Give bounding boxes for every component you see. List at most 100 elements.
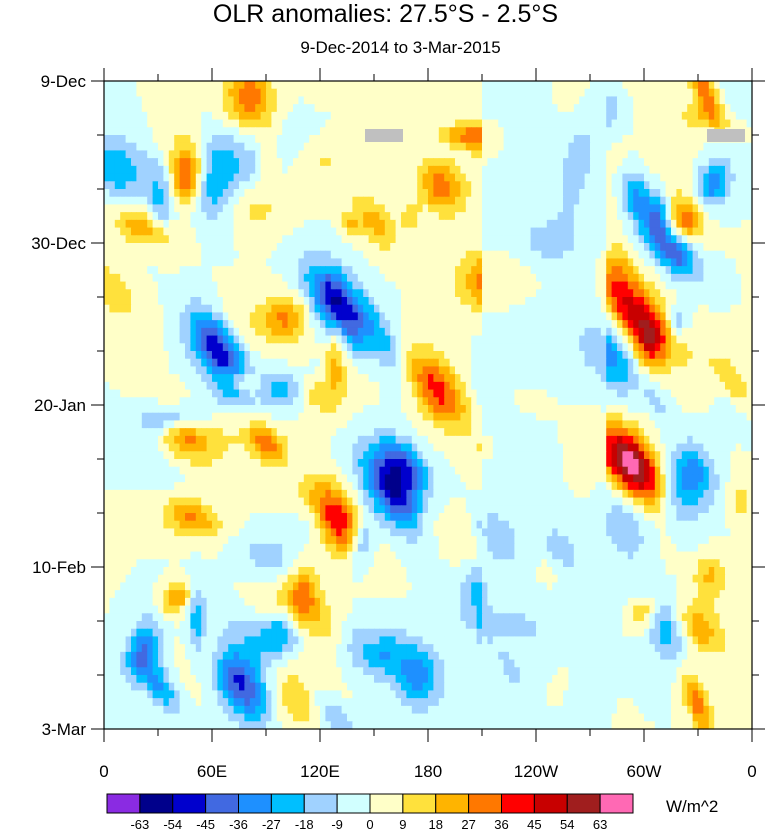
heatmap-cell — [260, 358, 267, 368]
heatmap-cell — [590, 320, 596, 329]
heatmap-cell — [363, 374, 370, 383]
heatmap-cell — [422, 250, 429, 260]
heatmap-cell — [465, 212, 472, 221]
heatmap-cell — [212, 119, 218, 128]
heatmap-cell — [681, 204, 688, 213]
heatmap-cell — [438, 389, 445, 398]
heatmap-cell — [692, 196, 699, 206]
heatmap-cell — [600, 150, 607, 159]
heatmap-cell — [233, 235, 240, 244]
heatmap-cell — [579, 312, 586, 321]
heatmap-cell — [455, 119, 461, 128]
heatmap-cell — [233, 196, 240, 206]
heatmap-cell — [131, 142, 137, 152]
heatmap-cell — [341, 81, 348, 90]
heatmap-cell — [352, 289, 359, 298]
heatmap-cell — [687, 327, 694, 337]
heatmap-cell — [741, 189, 748, 198]
heatmap-cell — [692, 181, 699, 190]
heatmap-cell — [401, 127, 407, 136]
heatmap-cell — [255, 343, 262, 352]
heatmap-cell — [741, 196, 748, 206]
heatmap-cell — [617, 266, 623, 275]
heatmap-cell — [525, 327, 532, 337]
heatmap-cell — [249, 320, 256, 329]
heatmap-cell — [730, 243, 737, 252]
heatmap-cell — [482, 104, 488, 113]
heatmap-cell — [233, 397, 240, 406]
heatmap-cell — [125, 304, 132, 314]
heatmap-cell — [654, 358, 661, 368]
heatmap-cell — [471, 304, 478, 314]
heatmap-cell — [649, 219, 656, 229]
heatmap-cell — [595, 104, 602, 113]
heatmap-cell — [287, 212, 294, 221]
heatmap-cell — [357, 88, 364, 98]
heatmap-cell — [109, 165, 116, 175]
heatmap-cell — [222, 127, 229, 136]
heatmap-cell — [606, 366, 613, 375]
heatmap-cell — [179, 189, 186, 198]
heatmap-cell — [406, 181, 413, 190]
heatmap-cell — [595, 235, 602, 244]
heatmap-cell — [320, 258, 326, 267]
heatmap-cell — [131, 351, 137, 360]
heatmap-cell — [714, 150, 721, 159]
heatmap-cell — [374, 327, 380, 337]
heatmap-cell — [708, 243, 715, 252]
heatmap-cell — [293, 366, 299, 375]
heatmap-cell — [330, 327, 337, 337]
heatmap-cell — [379, 289, 386, 298]
heatmap-cell — [260, 119, 267, 128]
heatmap-cell — [276, 212, 283, 221]
heatmap-cell — [681, 289, 688, 298]
heatmap-cell — [163, 297, 170, 306]
heatmap-cell — [546, 158, 553, 167]
heatmap-cell — [644, 297, 650, 306]
heatmap-cell — [579, 273, 586, 283]
heatmap-cell — [563, 366, 569, 375]
heatmap-cell — [255, 381, 262, 391]
heatmap-cell — [438, 227, 445, 236]
heatmap-cell — [352, 235, 359, 244]
heatmap-cell — [309, 266, 316, 275]
heatmap-cell — [487, 289, 494, 298]
heatmap-cell — [325, 81, 332, 90]
heatmap-cell — [638, 181, 645, 190]
heatmap-cell — [449, 258, 456, 267]
heatmap-cell — [498, 135, 505, 144]
heatmap-cell — [622, 320, 629, 329]
heatmap-cell — [168, 297, 175, 306]
heatmap-cell — [449, 96, 456, 105]
heatmap-cell — [563, 235, 569, 244]
heatmap-cell — [336, 374, 343, 383]
heatmap-cell — [433, 189, 440, 198]
heatmap-cell — [735, 204, 742, 213]
heatmap-cell — [401, 327, 407, 337]
heatmap-cell — [622, 111, 629, 121]
heatmap-cell — [460, 81, 467, 90]
heatmap-cell — [698, 196, 704, 206]
heatmap-cell — [422, 119, 429, 128]
heatmap-cell — [422, 366, 429, 375]
heatmap-cell — [595, 189, 602, 198]
heatmap-cell — [482, 135, 488, 144]
heatmap-cell — [260, 320, 267, 329]
heatmap-cell — [455, 312, 461, 321]
heatmap-cell — [611, 335, 618, 344]
heatmap-cell — [303, 235, 310, 244]
heatmap-cell — [444, 281, 451, 290]
heatmap-cell — [563, 281, 569, 290]
heatmap-cell — [498, 127, 505, 136]
heatmap-cell — [465, 266, 472, 275]
heatmap-cell — [687, 150, 694, 159]
heatmap-cell — [104, 189, 110, 198]
heatmap-cell — [125, 196, 132, 206]
heatmap-cell — [249, 173, 256, 182]
heatmap-cell — [163, 212, 170, 221]
heatmap-cell — [541, 327, 548, 337]
heatmap-cell — [606, 281, 613, 290]
heatmap-cell — [298, 266, 305, 275]
heatmap-cell — [347, 204, 353, 213]
heatmap-cell — [341, 173, 348, 182]
